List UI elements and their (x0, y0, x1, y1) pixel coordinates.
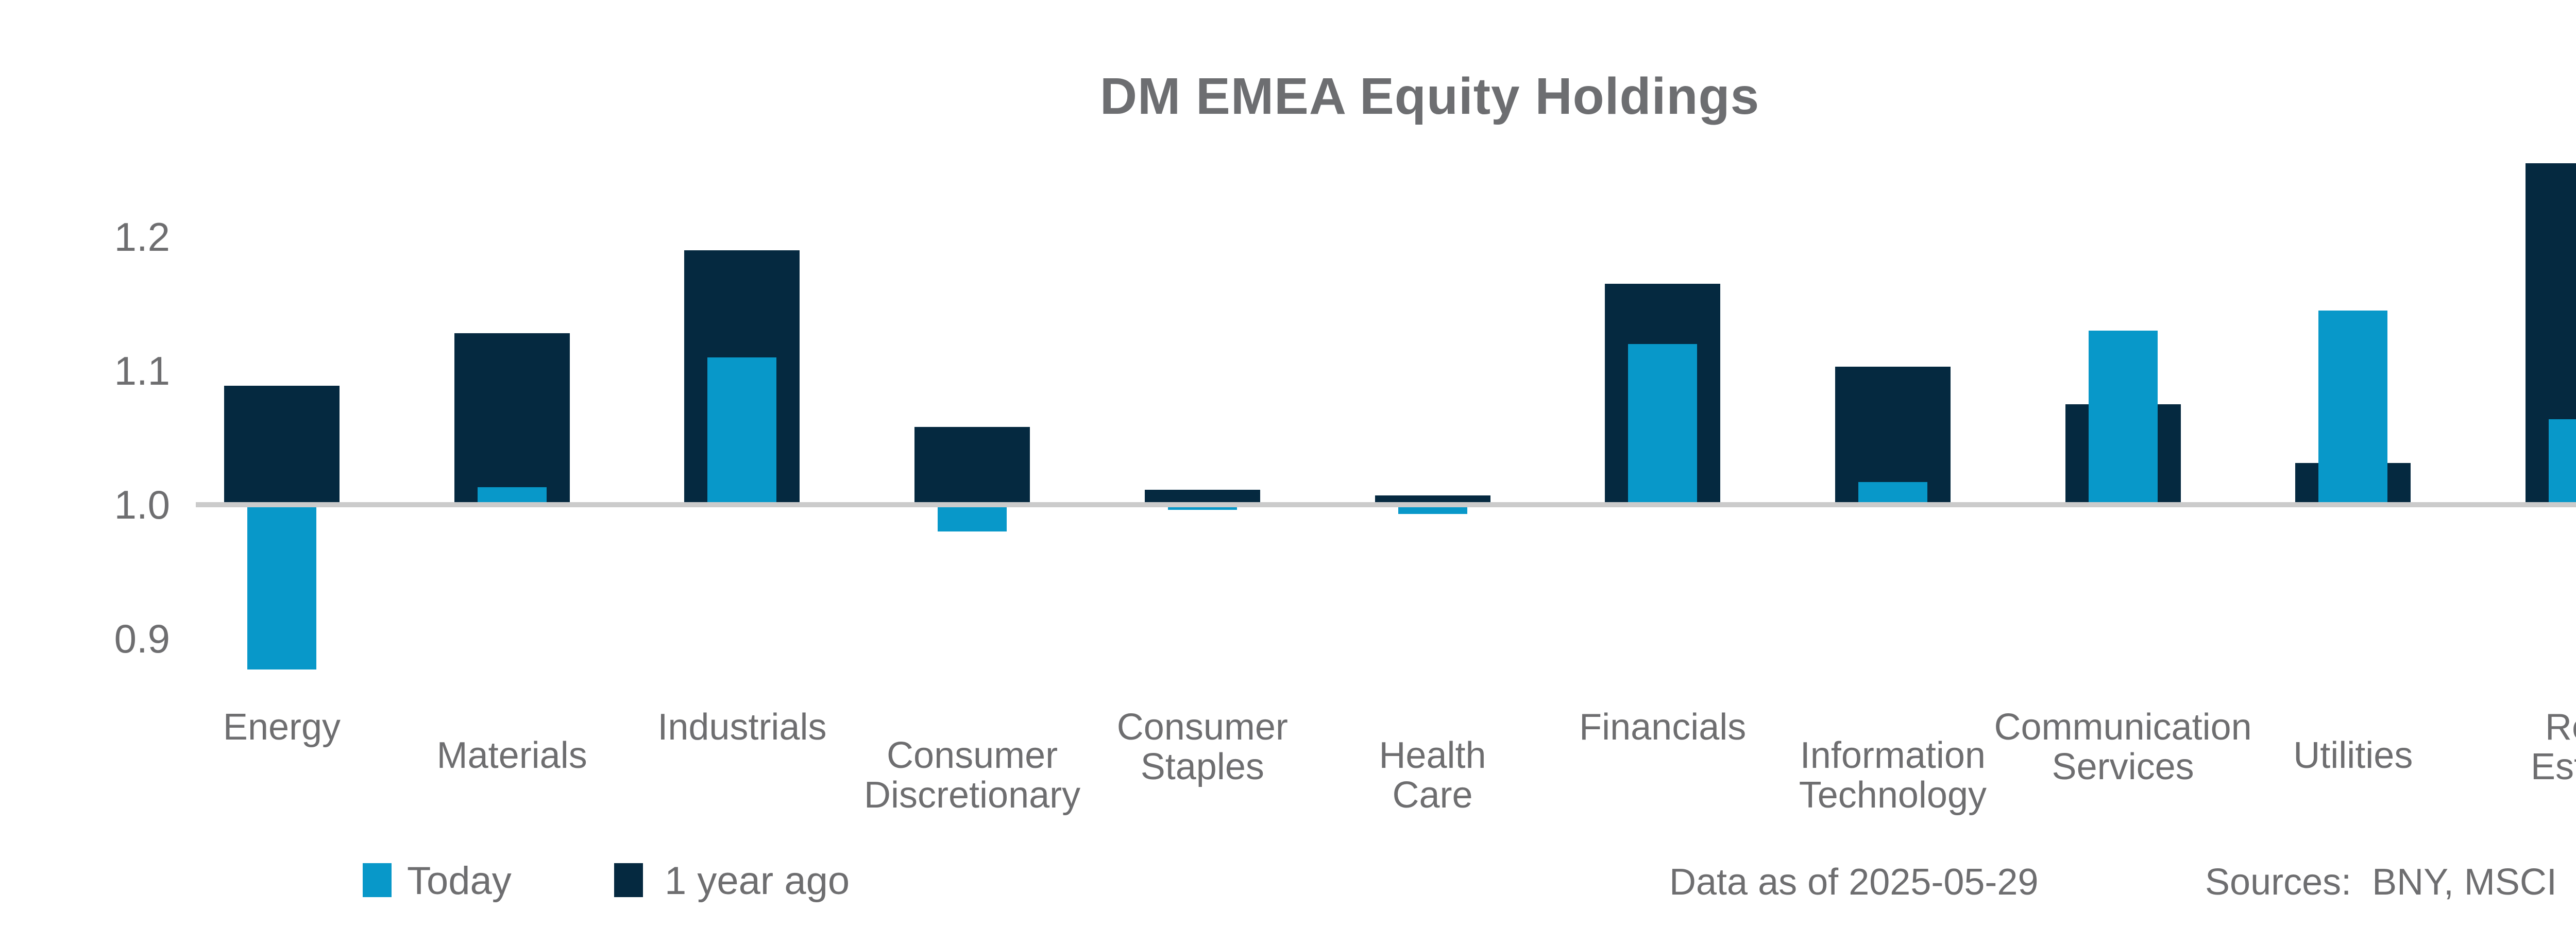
bar-today-energy (247, 503, 316, 670)
bar-today-real-estate (2549, 419, 2576, 507)
bar-1-year-ago-energy (224, 385, 340, 507)
xlabel-communication-services: Communication Services (1994, 707, 2252, 787)
bar-1-year-ago-materials (454, 333, 570, 507)
baseline-gridline (196, 502, 2576, 507)
chart-title: DM EMEA Equity Holdings (1099, 67, 1760, 125)
xlabel-financials: Financials (1579, 707, 1747, 748)
ytick-1-2: 1.2 (114, 214, 170, 260)
ytick-1-1: 1.1 (114, 348, 170, 393)
xlabel-utilities: Utilities (2293, 735, 2413, 776)
legend-swatch-1-year-ago (614, 863, 643, 897)
bar-1-year-ago-consumer-discretionary (914, 427, 1030, 507)
bar-today-consumer-discretionary (938, 503, 1007, 531)
xlabel-industrials: Industrials (657, 707, 827, 748)
legend-label-1-year-ago: 1 year ago (665, 859, 850, 903)
data-as-of-note: Data as of 2025-05-29 (1669, 862, 2039, 903)
bar-today-communication-services (2088, 331, 2158, 507)
xlabel-information-technology: Information Technology (1799, 735, 1987, 816)
xlabel-real-estate: RealEstate (2530, 707, 2576, 787)
xlabel-energy: Energy (223, 707, 341, 748)
ytick-0-9: 0.9 (114, 616, 170, 661)
bar-today-utilities (2318, 311, 2388, 507)
xlabel-consumer-discretionary: Consumer Discretionary (864, 735, 1081, 816)
legend-label-today: Today (407, 859, 512, 903)
ytick-1-0: 1.0 (114, 482, 170, 527)
sources-note: Sources: BNY, MSCI (2205, 862, 2557, 903)
bar-today-financials (1628, 344, 1698, 507)
legend-swatch-today (363, 863, 392, 897)
bar-today-industrials (707, 357, 777, 507)
xlabel-health-care: Health Care (1379, 735, 1486, 816)
xlabel-consumer-staples: Consumer Staples (1116, 707, 1288, 787)
xlabel-materials: Materials (436, 735, 587, 776)
